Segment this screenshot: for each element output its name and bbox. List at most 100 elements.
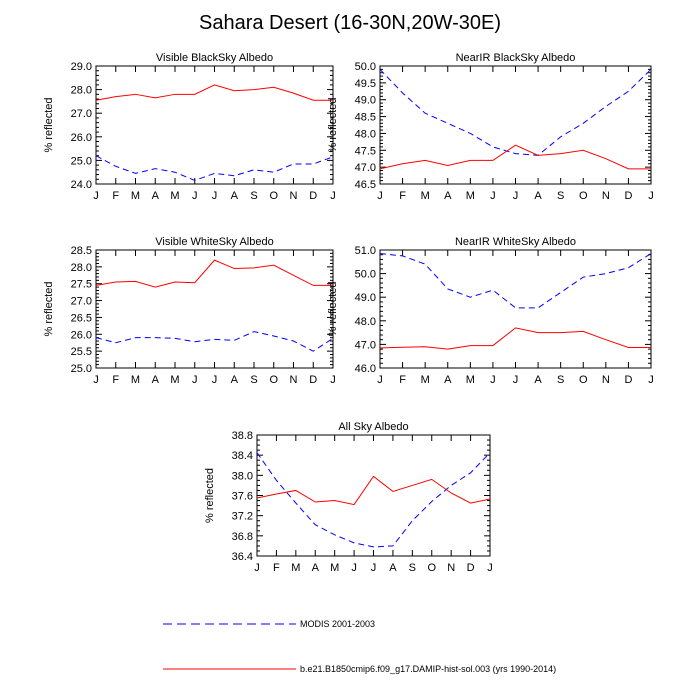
y-tick-label: 24.0 — [71, 179, 92, 191]
y-tick-label: 36.8 — [232, 531, 253, 543]
plot-frame — [379, 249, 652, 369]
x-tick-label: M — [291, 562, 300, 574]
y-tick-label: 29.0 — [71, 61, 92, 73]
x-tick-label: A — [312, 562, 320, 574]
y-tick-label: 38.4 — [232, 450, 253, 462]
y-tick-label: 50.0 — [355, 61, 376, 73]
x-tick-label: A — [389, 562, 397, 574]
x-tick-label: A — [152, 374, 160, 386]
y-tick-label: 49.0 — [355, 292, 376, 304]
panel-title: Visible WhiteSky Albedo — [155, 236, 273, 248]
y-tick-label: 51.0 — [355, 245, 376, 257]
x-tick-label: D — [624, 374, 632, 386]
y-tick-label: 25.5 — [71, 346, 92, 358]
x-tick-label: F — [399, 190, 406, 202]
x-tick-label: N — [447, 562, 455, 574]
legend-entry-model: b.e21.B1850cmip6.f09_g17.DAMIP-hist-sol.… — [163, 664, 556, 674]
x-tick-label: M — [421, 374, 430, 386]
panel-title: NearIR BlackSky Albedo — [456, 52, 576, 64]
x-tick-label: J — [93, 374, 99, 386]
x-tick-label: J — [513, 190, 519, 202]
panel-title: NearIR WhiteSky Albedo — [455, 236, 576, 248]
y-axis-label: % reflected — [204, 468, 216, 523]
y-tick-label: 38.8 — [232, 430, 253, 442]
x-tick-label: J — [377, 190, 383, 202]
y-tick-label: 47.0 — [355, 162, 376, 174]
legend-label-modis: MODIS 2001-2003 — [300, 619, 375, 629]
figure-title: Sahara Desert (16-30N,20W-30E) — [199, 12, 501, 34]
legend: MODIS 2001-2003 b.e21.B1850cmip6.f09_g17… — [163, 619, 556, 674]
x-tick-label: J — [93, 190, 99, 202]
series-line-model — [379, 144, 651, 170]
x-tick-label: F — [112, 374, 119, 386]
series-line-model — [95, 84, 333, 101]
x-tick-label: D — [467, 562, 475, 574]
y-tick-label: 48.5 — [355, 112, 376, 124]
x-tick-label: F — [112, 190, 119, 202]
x-tick-label: S — [557, 190, 564, 202]
plot-frame — [379, 65, 652, 185]
y-tick-label: 26.5 — [71, 312, 92, 324]
plot-frame — [95, 249, 334, 369]
x-tick-label: A — [444, 374, 452, 386]
panel-title: Visible BlackSky Albedo — [156, 52, 273, 64]
y-tick-label: 37.6 — [232, 491, 253, 503]
x-tick-label: A — [444, 190, 452, 202]
x-tick-label: J — [377, 374, 383, 386]
x-tick-label: J — [490, 190, 496, 202]
x-tick-label: M — [170, 374, 179, 386]
y-tick-label: 28.0 — [71, 262, 92, 274]
series-line-modis — [256, 452, 491, 548]
x-tick-label: D — [309, 190, 317, 202]
x-tick-label: A — [231, 374, 239, 386]
x-tick-label: M — [131, 190, 140, 202]
x-tick-label: J — [487, 562, 493, 574]
x-tick-label: D — [309, 374, 317, 386]
x-tick-label: O — [427, 562, 436, 574]
legend-entry-modis: MODIS 2001-2003 — [163, 619, 375, 629]
x-tick-label: S — [409, 562, 416, 574]
x-tick-label: J — [192, 374, 198, 386]
x-tick-label: M — [421, 190, 430, 202]
series-line-model — [256, 475, 491, 506]
y-tick-label: 47.5 — [355, 145, 376, 157]
y-tick-label: 38.0 — [232, 470, 253, 482]
series-line-model — [95, 259, 333, 288]
x-tick-label: M — [131, 374, 140, 386]
y-tick-label: 37.2 — [232, 511, 253, 523]
x-tick-label: J — [490, 374, 496, 386]
y-axis-label: % reflected — [327, 281, 339, 336]
panel-title: All Sky Albedo — [338, 421, 408, 433]
y-tick-label: 25.0 — [71, 363, 92, 375]
x-tick-label: O — [579, 374, 588, 386]
y-tick-label: 27.5 — [71, 279, 92, 291]
x-tick-label: A — [231, 190, 239, 202]
x-tick-label: J — [212, 190, 218, 202]
y-tick-label: 49.5 — [355, 78, 376, 90]
series-line-modis — [95, 331, 334, 352]
series-line-modis — [379, 69, 652, 156]
y-tick-label: 28.5 — [71, 245, 92, 257]
x-tick-label: S — [250, 190, 257, 202]
y-tick-label: 26.0 — [71, 132, 92, 144]
y-tick-label: 46.5 — [355, 179, 376, 191]
x-tick-label: J — [371, 562, 377, 574]
x-tick-label: A — [534, 374, 542, 386]
x-tick-label: J — [212, 374, 218, 386]
x-tick-label: D — [624, 190, 632, 202]
y-tick-label: 48.0 — [355, 316, 376, 328]
plot-frame — [95, 65, 334, 185]
x-tick-label: J — [330, 374, 336, 386]
x-tick-label: N — [602, 374, 610, 386]
x-tick-label: A — [152, 190, 160, 202]
series-line-modis — [379, 253, 652, 309]
y-tick-label: 26.0 — [71, 329, 92, 341]
x-tick-label: F — [273, 562, 280, 574]
y-tick-label: 50.0 — [355, 269, 376, 281]
y-tick-label: 47.0 — [355, 339, 376, 351]
